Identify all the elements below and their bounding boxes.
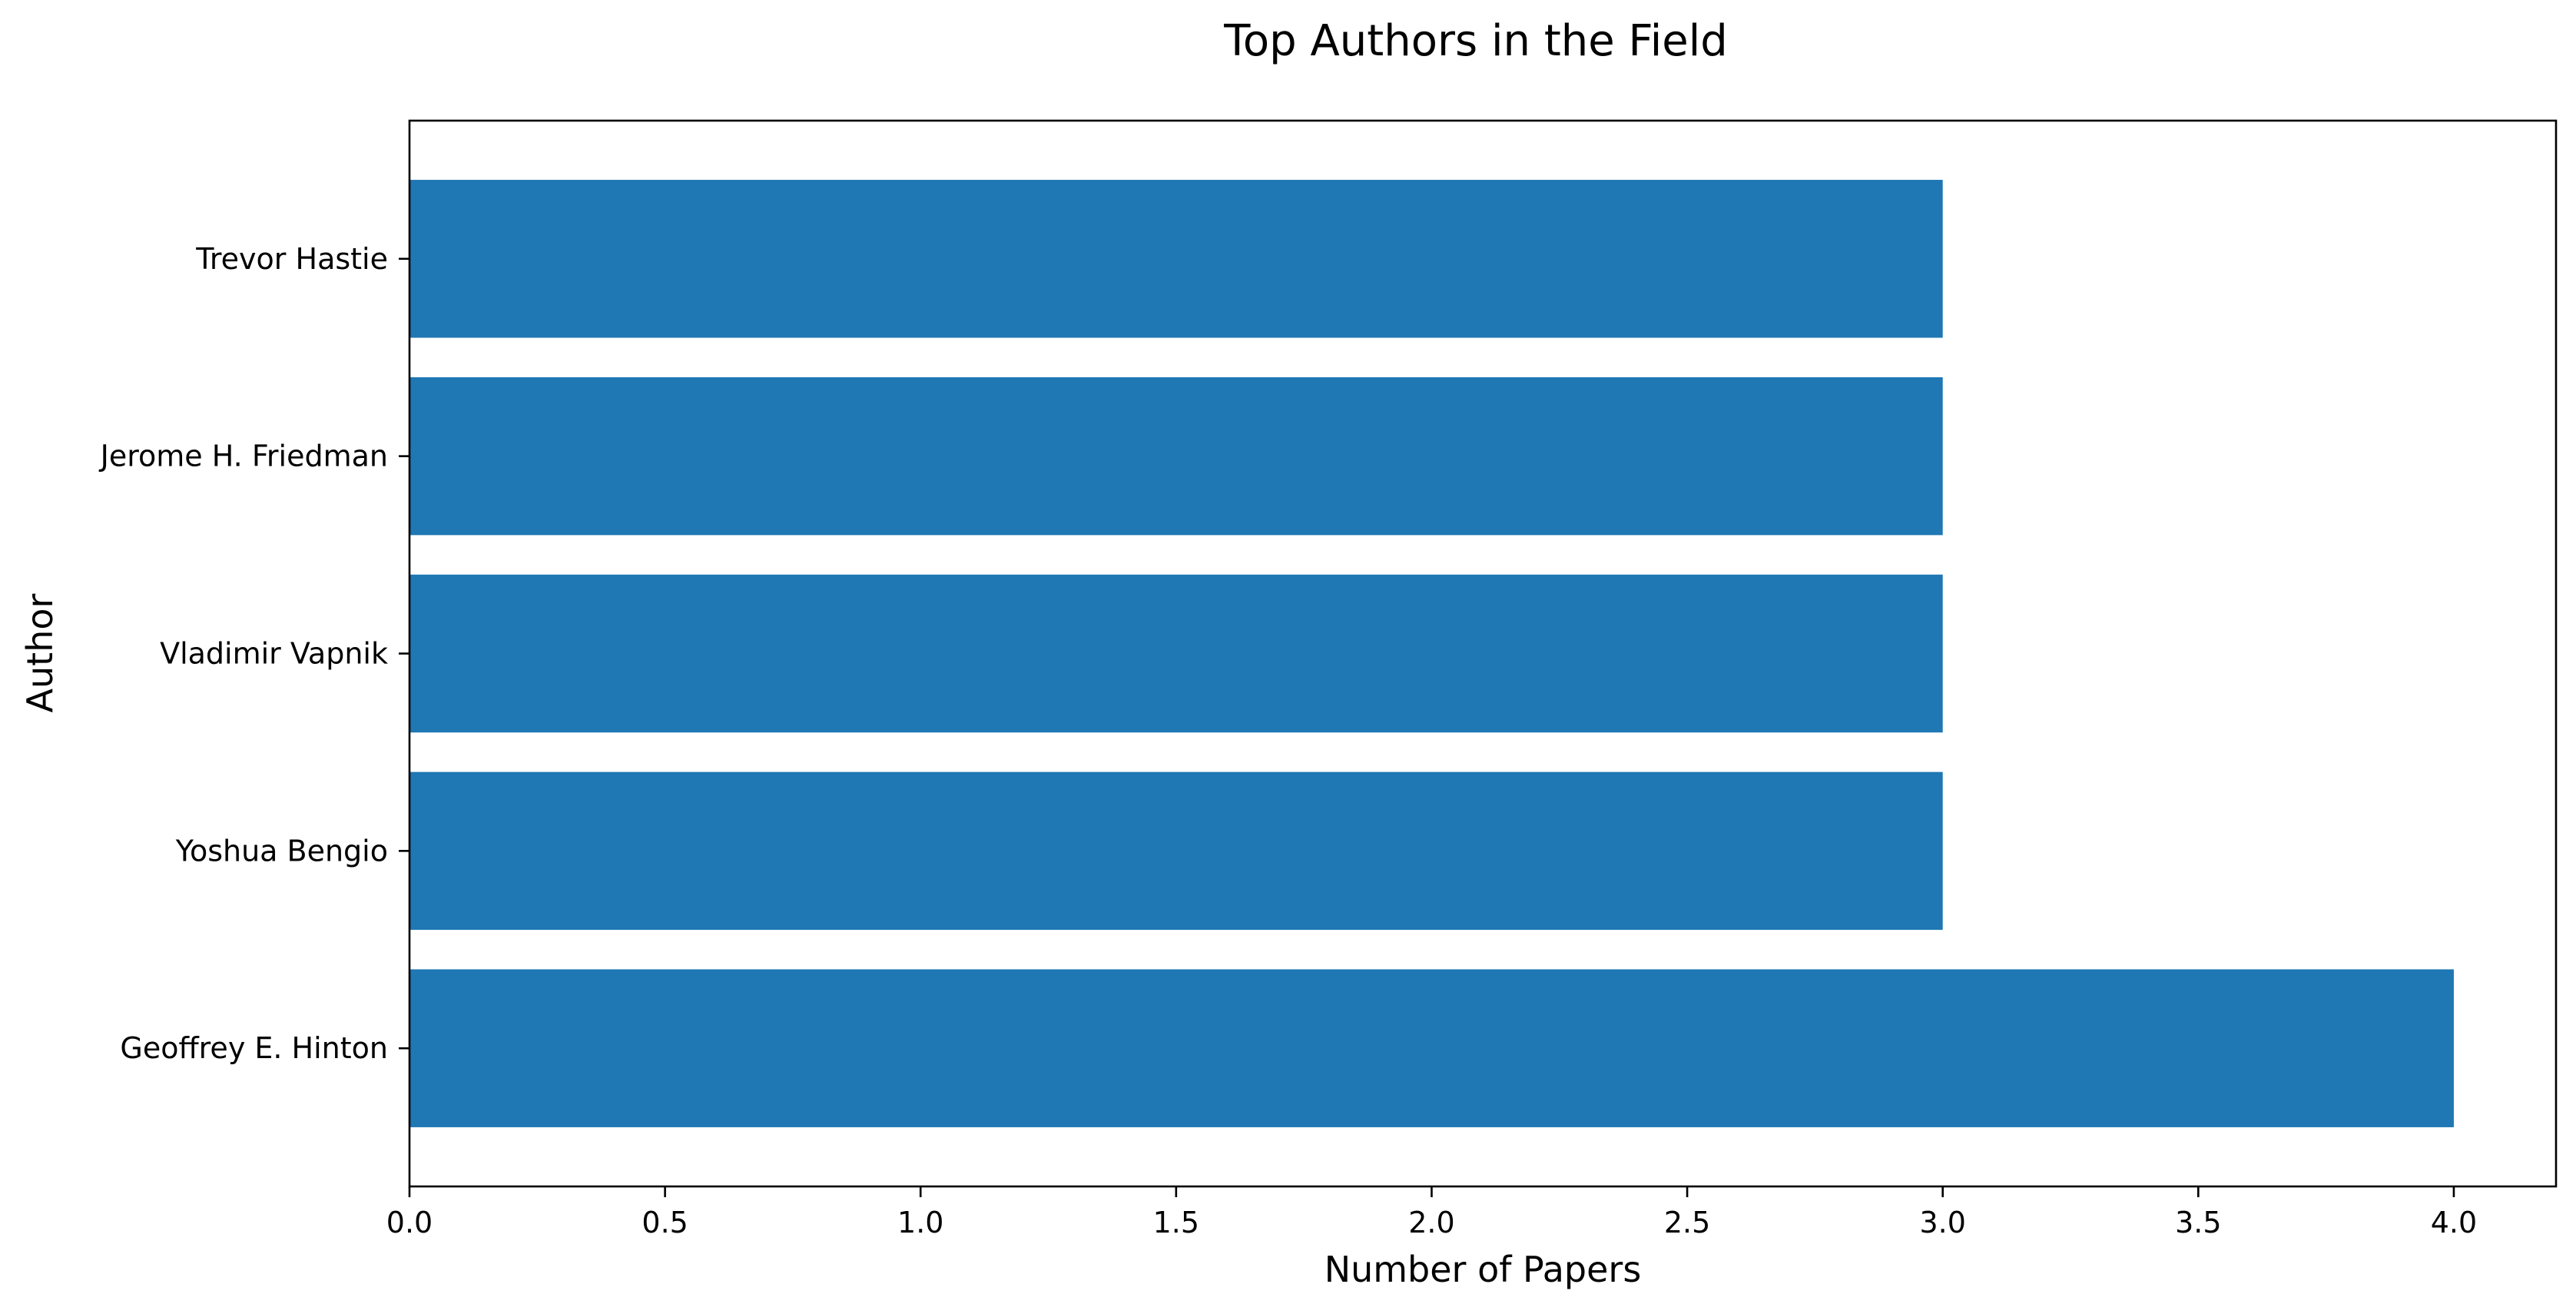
bar-jerome-h-friedman bbox=[409, 377, 1943, 536]
x-tick-label: 2.5 bbox=[1664, 1206, 1710, 1239]
y-tick-label: Vladimir Vapnik bbox=[160, 637, 388, 671]
y-tick-label: Yoshua Bengio bbox=[175, 834, 388, 868]
x-tick-label: 3.0 bbox=[1919, 1206, 1965, 1239]
x-tick-label: 0.5 bbox=[642, 1206, 688, 1239]
chart-title: Top Authors in the Field bbox=[1223, 16, 1728, 66]
x-tick-label: 3.5 bbox=[2175, 1206, 2221, 1239]
x-tick-label: 1.0 bbox=[897, 1206, 943, 1239]
x-tick-label: 4.0 bbox=[2431, 1206, 2477, 1239]
bar-yoshua-bengio bbox=[409, 771, 1943, 931]
bars-layer bbox=[409, 180, 2454, 1127]
y-tick-label: Jerome H. Friedman bbox=[99, 440, 388, 473]
bar-trevor-hastie bbox=[409, 180, 1943, 338]
x-axis-ticks: 0.0 0.5 1.0 1.5 2.0 2.5 3.0 3.5 4.0 bbox=[386, 1186, 2477, 1239]
y-tick-label: Geoffrey E. Hinton bbox=[120, 1031, 388, 1065]
x-axis-label: Number of Papers bbox=[1324, 1249, 1642, 1290]
bar-geoffrey-e-hinton bbox=[409, 969, 2454, 1127]
x-tick-label: 2.0 bbox=[1408, 1206, 1454, 1239]
y-axis-label: Author bbox=[19, 593, 61, 712]
y-axis-ticks: Geoffrey E. Hinton Yoshua Bengio Vladimir … bbox=[99, 242, 409, 1065]
y-tick-label: Trevor Hastie bbox=[195, 242, 388, 276]
x-tick-label: 1.5 bbox=[1153, 1206, 1199, 1239]
x-tick-label: 0.0 bbox=[386, 1206, 433, 1239]
bar-vladimir-vapnik bbox=[409, 574, 1943, 733]
